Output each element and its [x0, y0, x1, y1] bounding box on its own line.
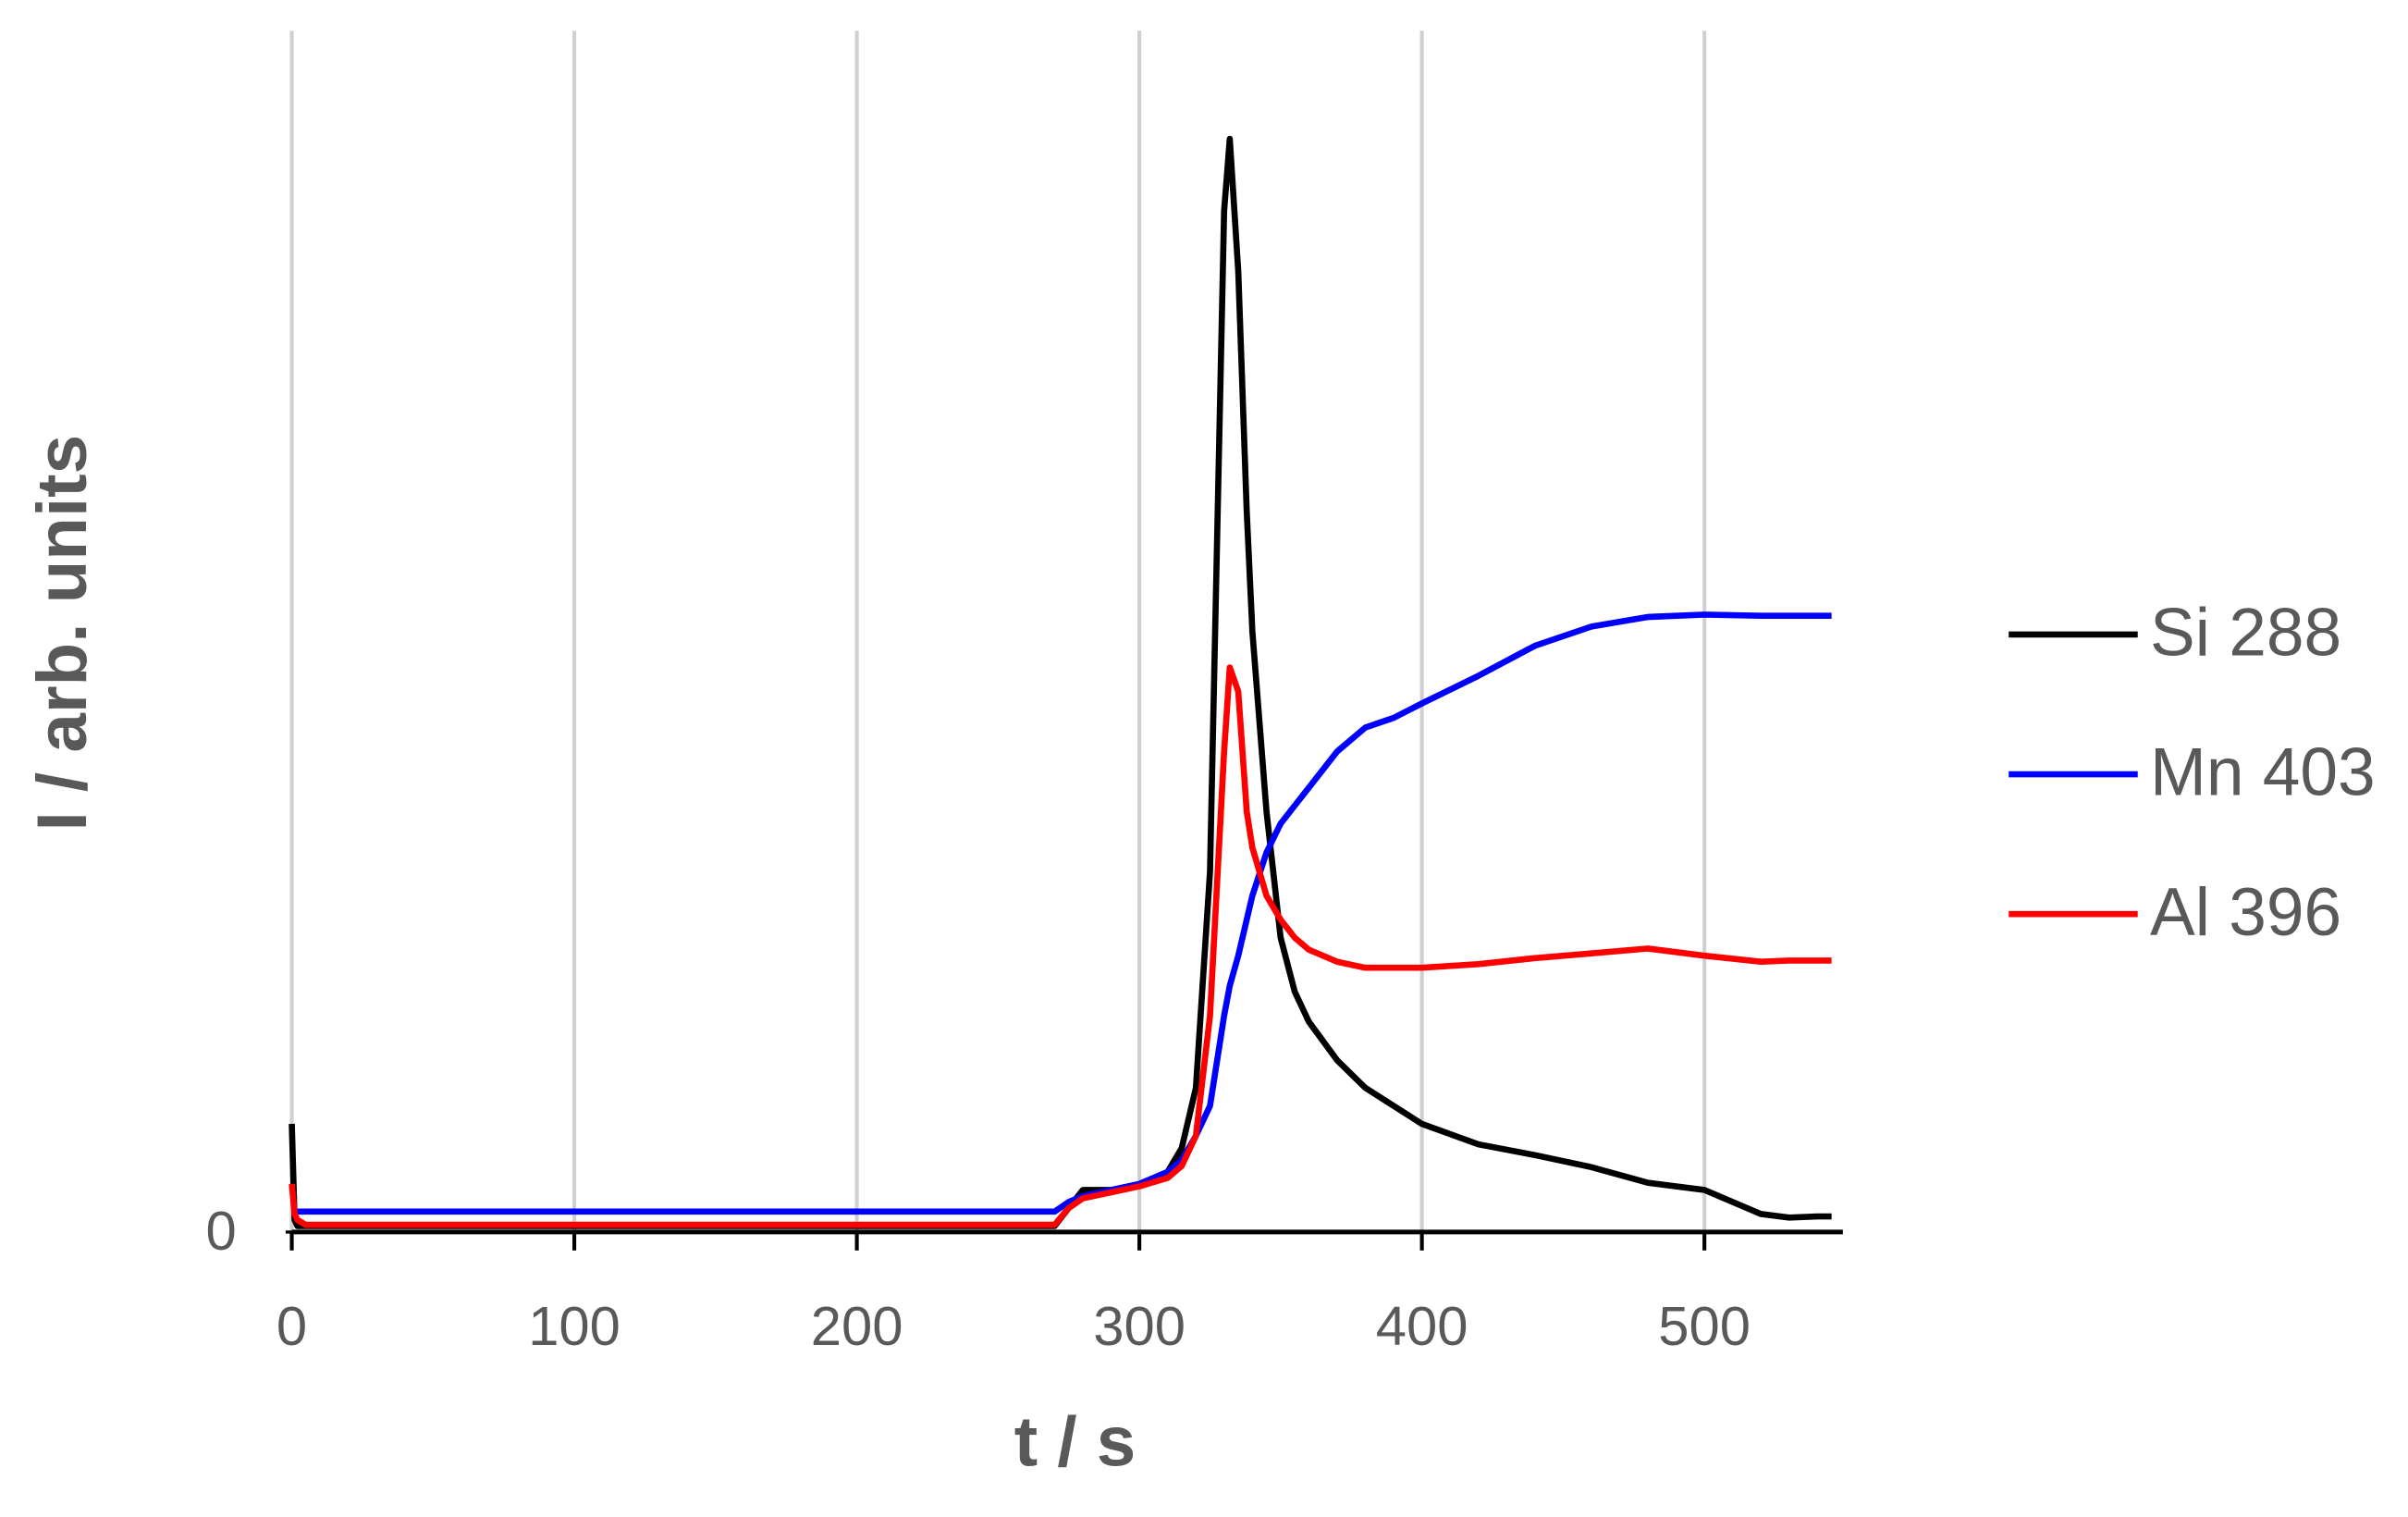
- legend-label: Mn 403: [2150, 735, 2376, 810]
- x-tick-label: 400: [1376, 1295, 1468, 1357]
- x-tick-label: 300: [1093, 1295, 1186, 1357]
- series-line: [289, 664, 1832, 1228]
- legend-label: Al 396: [2150, 875, 2341, 950]
- legend-label: Si 288: [2150, 596, 2341, 671]
- y-axis-title: I / arb. units: [23, 435, 102, 832]
- x-tick-label: 0: [276, 1295, 307, 1357]
- x-tick-label: 200: [811, 1295, 903, 1357]
- x-axis-title: t / s: [1014, 1403, 1136, 1482]
- x-tick-label: 100: [528, 1295, 620, 1357]
- x-tick-label: 500: [1658, 1295, 1751, 1357]
- series-line: [289, 135, 1832, 1229]
- y-tick-label: 0: [206, 1200, 237, 1262]
- series-line: [291, 611, 1832, 1215]
